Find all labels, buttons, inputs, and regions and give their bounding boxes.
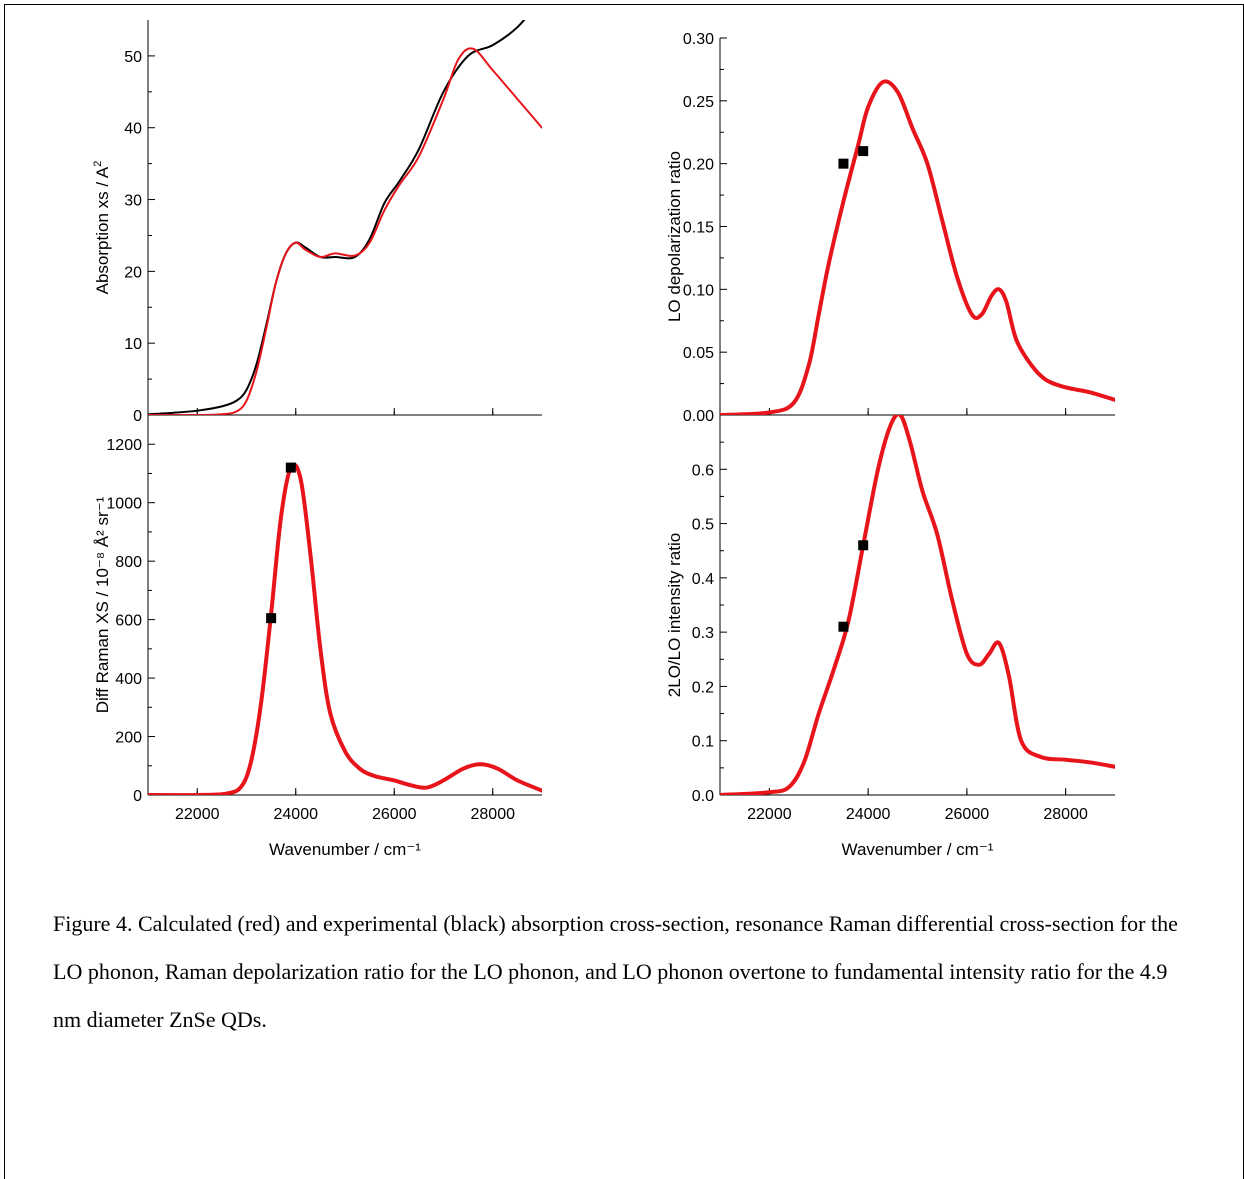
chart-panel-bottom-right: 22000 24000 26000 28000 0.0 0.1 0.2 0.3 0.4 0.5 0.… (665, 415, 1115, 859)
y-tick-label: 40 (124, 121, 142, 138)
y-tick-label: 0.2 (692, 679, 714, 696)
y-tick-label: 0 (133, 408, 142, 425)
y-tick-label: 0.0 (692, 788, 714, 805)
x-tick-label: 28000 (471, 806, 516, 823)
y-tick-label: 20 (124, 264, 142, 281)
y-tick-label: 0 (133, 788, 142, 805)
y-axis-label: Diff Raman XS / 10⁻⁸ Å² sr⁻¹ (93, 496, 112, 713)
series-line-calculated (720, 415, 1115, 795)
x-axis-label: Wavenumber / cm⁻¹ (269, 840, 421, 859)
x-tick-label: 24000 (846, 806, 891, 823)
x-tick-label: 22000 (175, 806, 220, 823)
data-point-experimental (858, 540, 869, 551)
y-tick-label: 0.25 (683, 94, 714, 111)
y-tick-label: 200 (115, 730, 142, 747)
y-tick-label: 0.4 (692, 571, 714, 588)
chart-panel-top-right: 0.00 0.05 0.10 0.15 0.20 0.25 0.30 LO depolariz… (665, 31, 1115, 425)
x-tick-label: 26000 (945, 806, 990, 823)
chart-panel-bottom-left: 22000 24000 26000 28000 0 200 400 600 800 1000 120… (93, 415, 542, 859)
y-tick-label: 600 (115, 613, 142, 630)
x-tick-label: 26000 (372, 806, 417, 823)
y-tick-label: 0.00 (683, 408, 714, 425)
y-tick-label: 30 (124, 193, 142, 210)
chart-panel-top-left: 0 10 20 30 40 50 Absorption xs / A2 (92, 20, 542, 425)
y-axis-label: Absorption xs / A2 (92, 161, 112, 295)
x-axis-label: Wavenumber / cm⁻¹ (842, 840, 994, 859)
plot-area (148, 462, 542, 795)
y-tick-label: 0.15 (683, 220, 714, 237)
y-tick-label: 0.3 (692, 625, 714, 642)
plot-area (720, 79, 1115, 415)
y-tick-label: 1000 (106, 496, 142, 513)
y-tick-label: 0.10 (683, 282, 714, 299)
series-line-calculated (148, 47, 542, 415)
y-tick-label: 50 (124, 49, 142, 66)
series-line-calculated (720, 79, 1115, 415)
figure-caption: Figure 4. Calculated (red) and experimen… (53, 911, 1178, 1032)
y-tick-label: 0.6 (692, 462, 714, 479)
data-point-experimental (838, 621, 849, 632)
y-tick-label: 0.1 (692, 734, 714, 751)
data-point-experimental (838, 158, 849, 169)
series-line-experimental (148, 20, 526, 415)
plot-area (148, 20, 542, 415)
y-tick-label: 400 (115, 671, 142, 688)
plot-area (720, 415, 1115, 795)
data-point-experimental (858, 146, 869, 157)
y-tick-label: 800 (115, 554, 142, 571)
series-line-calculated (148, 462, 542, 795)
y-tick-label: 10 (124, 336, 142, 353)
data-point-experimental (285, 462, 296, 473)
y-tick-label: 0.30 (683, 31, 714, 48)
x-tick-label: 24000 (274, 806, 319, 823)
y-axis-label: LO depolarization ratio (665, 151, 684, 322)
data-point-experimental (266, 613, 277, 624)
y-axis-label: 2LO/LO intensity ratio (665, 533, 684, 697)
y-tick-label: 0.20 (683, 157, 714, 174)
y-tick-label: 1200 (106, 437, 142, 454)
x-tick-label: 28000 (1043, 806, 1088, 823)
x-tick-label: 22000 (747, 806, 792, 823)
y-tick-label: 0.05 (683, 345, 714, 362)
y-tick-label: 0.5 (692, 517, 714, 534)
